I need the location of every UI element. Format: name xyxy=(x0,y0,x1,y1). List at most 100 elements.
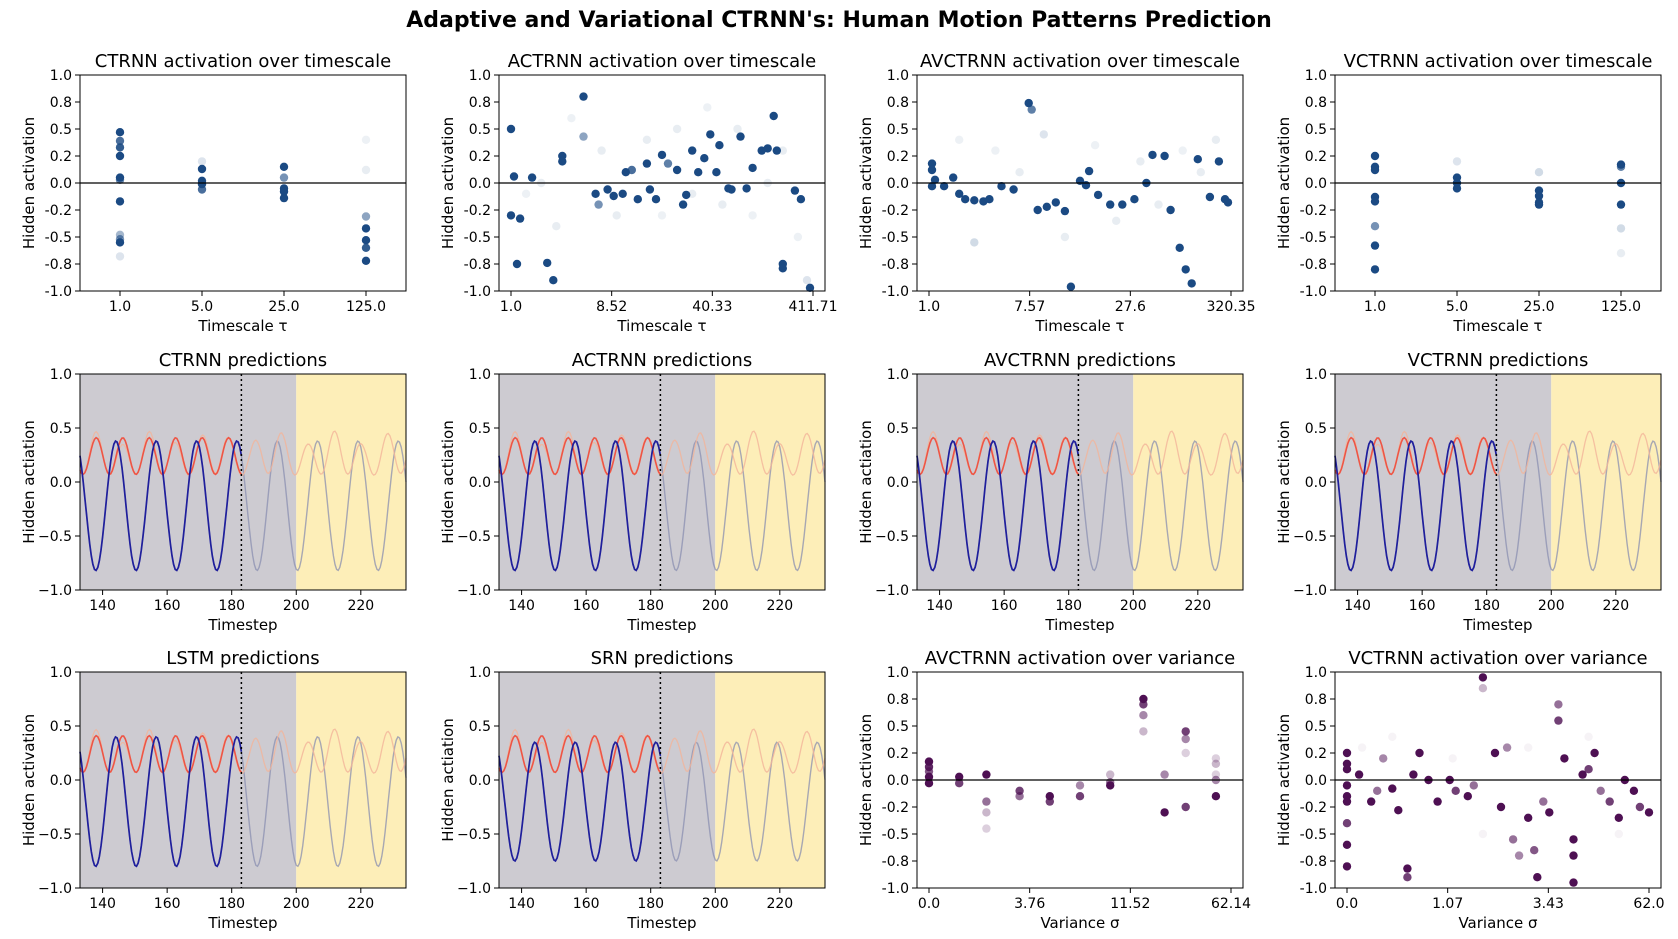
x-tick-label: 160 xyxy=(154,598,181,614)
y-tick-label: 1.0 xyxy=(887,367,909,383)
data-point xyxy=(1342,781,1352,790)
x-tick-label: 180 xyxy=(637,896,664,912)
data-point xyxy=(982,797,991,806)
data-point xyxy=(651,195,661,204)
data-point xyxy=(1370,222,1380,231)
y-tick-label: 1.0 xyxy=(887,665,909,681)
test-region xyxy=(1551,374,1661,590)
data-point xyxy=(506,211,516,220)
x-tick-label: 8.52 xyxy=(596,299,627,315)
data-point xyxy=(736,132,745,141)
x-tick-label: 0.0 xyxy=(918,896,940,912)
x-tick-label: 180 xyxy=(1473,598,1500,614)
chart-avctrnn-variance: AVCTRNN activation over variance Variance… xyxy=(857,648,1251,932)
y-tick-label: 0.0 xyxy=(1305,475,1327,491)
y-tick-label: −1.0 xyxy=(1293,583,1327,599)
x-tick-label: 200 xyxy=(702,598,729,614)
x-axis-label: Timescale τ xyxy=(1452,317,1542,335)
y-tick-label: 0.0 xyxy=(1305,773,1327,789)
chart-title: CTRNN activation over timescale xyxy=(95,51,392,72)
data-point xyxy=(591,189,600,198)
data-point xyxy=(1118,200,1127,209)
y-tick-label: -0.2 xyxy=(45,203,72,219)
data-point xyxy=(672,124,682,134)
data-point xyxy=(805,283,815,292)
data-point xyxy=(1060,232,1070,242)
data-point xyxy=(927,165,937,175)
y-tick-label: 1.0 xyxy=(1305,68,1327,84)
data-point xyxy=(1545,808,1554,817)
data-point xyxy=(1616,224,1626,233)
data-point xyxy=(1136,157,1145,166)
data-point xyxy=(1160,151,1169,161)
data-point xyxy=(527,173,537,182)
target-line xyxy=(916,436,1080,476)
prediction-line xyxy=(79,439,243,572)
data-point xyxy=(1175,243,1184,252)
data-point xyxy=(1342,862,1352,871)
data-point xyxy=(115,128,125,137)
data-point xyxy=(1187,279,1196,288)
y-tick-label: 1.0 xyxy=(1305,665,1327,681)
data-point xyxy=(115,238,125,247)
data-point xyxy=(672,165,682,175)
x-tick-label: 200 xyxy=(283,896,310,912)
x-axis-label: Timestep xyxy=(626,914,696,932)
y-tick-label: -0.5 xyxy=(1300,230,1327,246)
data-point xyxy=(1388,732,1397,741)
prediction-line xyxy=(1334,439,1498,572)
data-point xyxy=(961,195,970,204)
data-point xyxy=(1342,797,1352,806)
data-point xyxy=(1039,130,1049,139)
data-point xyxy=(1502,743,1512,752)
data-point xyxy=(712,168,721,177)
test-region xyxy=(1133,374,1243,590)
target-line xyxy=(498,436,662,476)
y-axis-label: Hidden actiation xyxy=(857,420,875,543)
data-point xyxy=(939,182,949,191)
data-point xyxy=(955,135,964,144)
y-tick-label: -1.0 xyxy=(464,284,491,300)
y-tick-label: -0.2 xyxy=(882,800,909,816)
data-point xyxy=(361,236,371,245)
data-point xyxy=(1181,802,1190,812)
data-point xyxy=(1354,770,1364,779)
data-point xyxy=(506,124,516,134)
y-tick-label: 0.5 xyxy=(469,421,491,437)
y-tick-label: 0.5 xyxy=(50,719,72,735)
data-point xyxy=(982,824,991,833)
x-tick-label: 125.0 xyxy=(346,299,386,315)
data-point xyxy=(727,185,736,194)
test-region xyxy=(296,374,406,590)
x-axis-label: Timestep xyxy=(1462,616,1532,634)
data-point xyxy=(1524,813,1533,822)
data-point xyxy=(1342,819,1352,828)
y-axis-label: Hidden activation xyxy=(1275,714,1293,846)
data-point xyxy=(1211,754,1221,763)
chart-title: AVCTRNN activation over timescale xyxy=(920,51,1240,72)
data-point xyxy=(197,185,207,194)
data-point xyxy=(1211,759,1221,768)
data-point xyxy=(197,164,207,174)
data-point xyxy=(1629,786,1639,795)
data-point xyxy=(1106,770,1115,779)
x-tick-label: 160 xyxy=(991,598,1018,614)
chart-vctrnn-variance: VCTRNN activation over variance Variance … xyxy=(1275,648,1665,932)
data-point xyxy=(793,232,803,242)
data-point xyxy=(1452,157,1462,166)
data-point xyxy=(772,146,781,155)
data-point xyxy=(1357,743,1367,752)
data-point xyxy=(1370,165,1380,175)
target-line xyxy=(498,734,662,774)
y-tick-label: -0.8 xyxy=(1300,854,1327,870)
y-tick-label: -0.5 xyxy=(45,230,72,246)
data-point xyxy=(769,111,778,121)
y-tick-label: −0.5 xyxy=(38,827,72,843)
data-point xyxy=(1045,797,1055,806)
x-tick-label: 140 xyxy=(89,598,116,614)
data-point xyxy=(688,189,697,198)
data-point xyxy=(1590,748,1599,758)
data-point xyxy=(1514,851,1524,860)
y-tick-label: -0.2 xyxy=(464,203,491,219)
data-point xyxy=(1075,792,1085,801)
